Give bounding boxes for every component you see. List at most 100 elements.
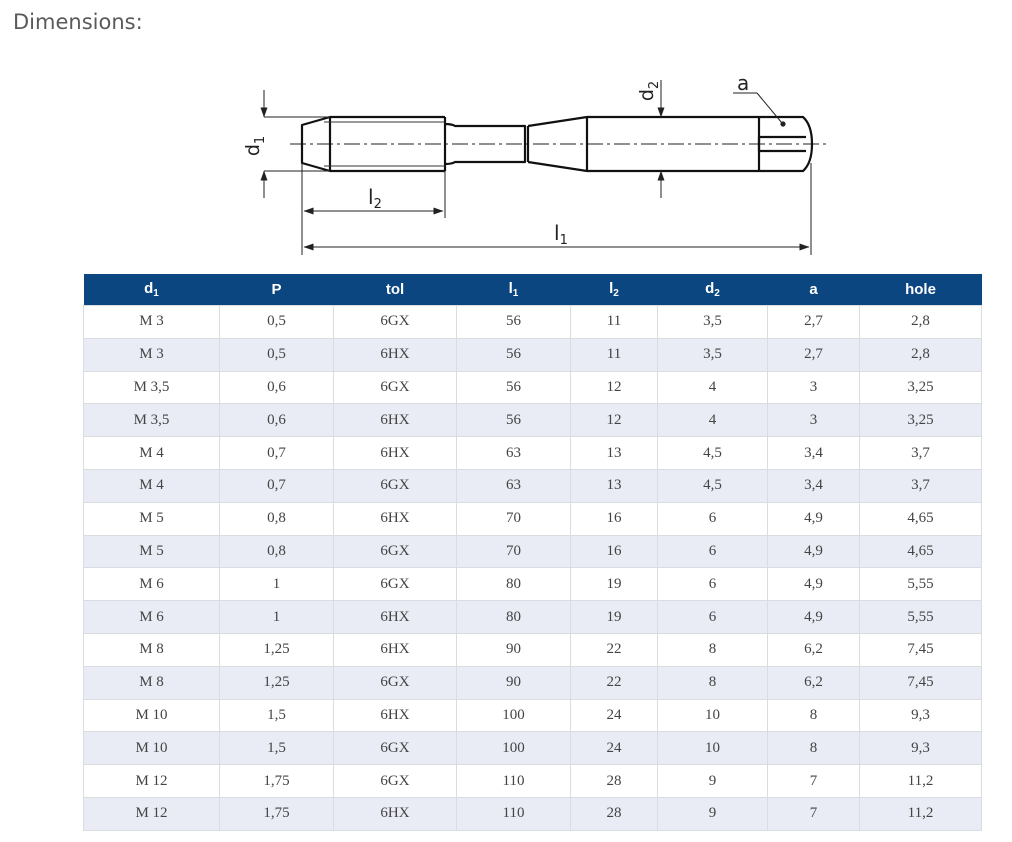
dimensions-table: d1 P tol l1 l2 d2 a hole M 3 0,5 6GX 56 11 3,… bbox=[83, 274, 982, 831]
table-cell: 1 bbox=[219, 600, 334, 634]
table-cell: 6 bbox=[657, 600, 768, 634]
table-cell: 6HX bbox=[333, 501, 457, 536]
table-cell: 3 bbox=[767, 370, 860, 405]
table-cell: M 3 bbox=[83, 305, 220, 339]
header-d2: d2 bbox=[657, 274, 768, 306]
table-cell: 1 bbox=[219, 567, 334, 602]
table-cell: 5,55 bbox=[859, 600, 982, 634]
a-leader-dot bbox=[780, 121, 786, 127]
table-cell: 6GX bbox=[333, 305, 457, 339]
table-row: M 5 0,8 6HX 70 16 6 4,9 4,65 bbox=[83, 501, 982, 536]
table-cell: 9,3 bbox=[859, 698, 982, 733]
a-label: a bbox=[737, 71, 749, 95]
table-cell: 0,6 bbox=[219, 370, 334, 405]
header-d1: d1 bbox=[83, 274, 220, 306]
table-cell: 6GX bbox=[333, 534, 457, 569]
table-row: M 5 0,8 6GX 70 16 6 4,9 4,65 bbox=[83, 534, 982, 569]
table-cell: 63 bbox=[456, 468, 571, 503]
table-cell: 11 bbox=[570, 337, 658, 372]
table-row: M 10 1,5 6GX 100 24 10 8 9,3 bbox=[83, 731, 982, 766]
table-cell: 6GX bbox=[333, 468, 457, 503]
table-cell: 6HX bbox=[333, 403, 457, 438]
table-cell: 56 bbox=[456, 337, 571, 372]
table-cell: 70 bbox=[456, 534, 571, 569]
table-cell: 4,5 bbox=[657, 436, 768, 470]
table-cell: 8 bbox=[657, 632, 768, 667]
table-cell: 12 bbox=[570, 403, 658, 438]
table-cell: M 8 bbox=[83, 632, 220, 667]
l2-label: l2 bbox=[368, 185, 382, 212]
table-cell: 12 bbox=[570, 370, 658, 405]
table-row: M 4 0,7 6HX 63 13 4,5 3,4 3,7 bbox=[83, 436, 982, 470]
table-cell: M 5 bbox=[83, 501, 220, 536]
table-cell: 100 bbox=[456, 698, 571, 733]
table-cell: 56 bbox=[456, 370, 571, 405]
l2-dimension bbox=[301, 163, 446, 218]
table-cell: 3,25 bbox=[859, 370, 982, 405]
header-l1: l1 bbox=[456, 274, 571, 306]
table-cell: 3,7 bbox=[859, 436, 982, 470]
table-cell: M 12 bbox=[83, 796, 220, 831]
table-cell: 80 bbox=[456, 600, 571, 634]
table-cell: 6GX bbox=[333, 567, 457, 602]
header-tol: tol bbox=[333, 274, 457, 306]
table-cell: 4 bbox=[657, 370, 768, 405]
table-header-row: d1 P tol l1 l2 d2 a hole bbox=[83, 274, 982, 306]
table-row: M 3,5 0,6 6HX 56 12 4 3 3,25 bbox=[83, 403, 982, 438]
table-cell: M 3,5 bbox=[83, 370, 220, 405]
table-cell: 6GX bbox=[333, 665, 457, 700]
table-cell: 16 bbox=[570, 501, 658, 536]
table-cell: 16 bbox=[570, 534, 658, 569]
table-cell: 110 bbox=[456, 796, 571, 831]
table-cell: 1,25 bbox=[219, 632, 334, 667]
table-cell: 4,65 bbox=[859, 501, 982, 536]
a-leader bbox=[733, 92, 783, 124]
table-cell: 11 bbox=[570, 305, 658, 339]
table-row: M 8 1,25 6GX 90 22 8 6,2 7,45 bbox=[83, 665, 982, 700]
table-row: M 4 0,7 6GX 63 13 4,5 3,4 3,7 bbox=[83, 468, 982, 503]
table-cell: 56 bbox=[456, 403, 571, 438]
table-cell: 2,7 bbox=[767, 337, 860, 372]
table-cell: 6GX bbox=[333, 370, 457, 405]
table-cell: 2,8 bbox=[859, 337, 982, 372]
table-cell: 7 bbox=[767, 796, 860, 831]
table-cell: 9 bbox=[657, 796, 768, 831]
table-cell: 1,75 bbox=[219, 764, 334, 798]
table-row: M 12 1,75 6GX 110 28 9 7 11,2 bbox=[83, 764, 982, 798]
table-cell: 4,9 bbox=[767, 534, 860, 569]
table-row: M 3 0,5 6HX 56 11 3,5 2,7 2,8 bbox=[83, 337, 982, 372]
table-cell: 1,25 bbox=[219, 665, 334, 700]
table-cell: M 6 bbox=[83, 600, 220, 634]
table-cell: 1,75 bbox=[219, 796, 334, 831]
header-p: P bbox=[219, 274, 334, 306]
thread-lines bbox=[324, 121, 445, 167]
table-cell: 6 bbox=[657, 501, 768, 536]
table-cell: 6,2 bbox=[767, 632, 860, 667]
table-cell: 7,45 bbox=[859, 632, 982, 667]
table-cell: 1,5 bbox=[219, 698, 334, 733]
table-cell: M 10 bbox=[83, 698, 220, 733]
table-cell: 90 bbox=[456, 632, 571, 667]
table-cell: 24 bbox=[570, 698, 658, 733]
table-body: M 3 0,5 6GX 56 11 3,5 2,7 2,8 M 3 0,5 6HX 56 11 3,5 2,… bbox=[83, 305, 982, 831]
table-cell: 24 bbox=[570, 731, 658, 766]
table-cell: 3,7 bbox=[859, 468, 982, 503]
d1-dimension bbox=[260, 90, 330, 198]
table-cell: 4,9 bbox=[767, 600, 860, 634]
tap-outline bbox=[300, 115, 814, 173]
table-cell: 10 bbox=[657, 698, 768, 733]
table-cell: 11,2 bbox=[859, 764, 982, 798]
table-cell: 6HX bbox=[333, 436, 457, 470]
table-cell: 6HX bbox=[333, 796, 457, 831]
table-cell: 10 bbox=[657, 731, 768, 766]
table-cell: 6 bbox=[657, 567, 768, 602]
table-row: M 3 0,5 6GX 56 11 3,5 2,7 2,8 bbox=[83, 305, 982, 339]
l1-dimension bbox=[301, 163, 812, 255]
table-row: M 12 1,75 6HX 110 28 9 7 11,2 bbox=[83, 796, 982, 831]
table-cell: 56 bbox=[456, 305, 571, 339]
table-cell: 3,4 bbox=[767, 436, 860, 470]
table-cell: 110 bbox=[456, 764, 571, 798]
table-cell: 80 bbox=[456, 567, 571, 602]
header-hole: hole bbox=[859, 274, 982, 306]
table-cell: M 6 bbox=[83, 567, 220, 602]
